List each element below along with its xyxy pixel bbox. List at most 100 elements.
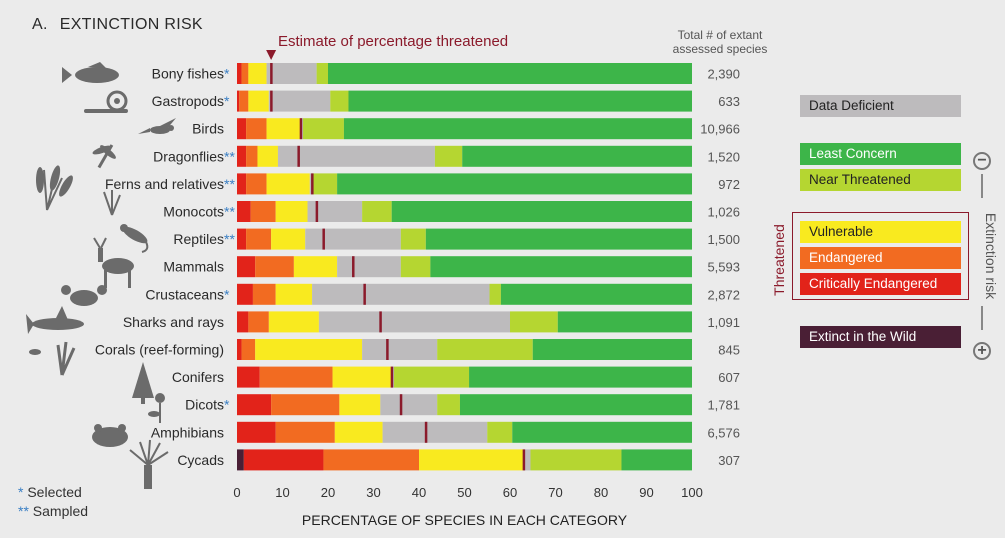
estimate-marker: [522, 449, 526, 471]
endangered-segment: [271, 394, 340, 416]
endangered-segment: [323, 449, 419, 471]
least-concern-segment: [348, 90, 692, 112]
legend-data-deficient: Data Deficient: [800, 95, 961, 117]
vulnerable-segment: [293, 256, 338, 278]
category-star: **: [224, 231, 235, 247]
x-tick-label: 10: [275, 485, 289, 500]
footnote-sampled-label: Sampled: [32, 503, 89, 519]
total-species-value: 10,966: [700, 122, 740, 137]
data-deficient-segment: [337, 256, 401, 278]
x-tick-label: 0: [233, 485, 240, 500]
footnote-selected-star: *: [18, 484, 24, 500]
panel-title: A. EXTINCTION RISK: [32, 16, 203, 34]
category-label: Amphibians: [151, 424, 224, 440]
near-threatened-segment: [510, 311, 558, 333]
category-label: Monocots: [163, 204, 224, 220]
endangered-segment: [252, 283, 276, 305]
category-star: **: [224, 148, 235, 164]
vulnerable-segment: [271, 228, 306, 250]
category-label: Gastropods: [152, 93, 224, 109]
vulnerable-segment: [275, 201, 308, 222]
least-concern-segment: [621, 449, 692, 471]
bird-icon: [138, 118, 176, 134]
data-deficient-segment: [309, 173, 313, 195]
threatened-label: Threatened: [771, 224, 787, 296]
arrow-up-line: [981, 174, 983, 198]
crab-icon: [61, 285, 107, 306]
footnote-sampled: ** Sampled: [18, 503, 88, 519]
category-label: Dicots: [185, 397, 224, 413]
vulnerable-segment: [339, 394, 381, 416]
vulnerable-segment: [255, 339, 363, 360]
extinction-risk-label: Extinction risk: [983, 212, 999, 300]
estimate-marker: [270, 63, 273, 84]
category-label: Reptiles: [173, 231, 224, 247]
near-threatened-segment: [487, 421, 513, 443]
estimate-marker: [311, 173, 314, 195]
estimate-marker: [424, 421, 428, 443]
least-concern-segment: [328, 63, 692, 84]
near-threatened-segment: [400, 256, 431, 278]
x-axis-label: PERCENTAGE OF SPECIES IN EACH CATEGORY: [302, 512, 628, 528]
endangered-segment: [246, 228, 272, 250]
conifer-icon: [132, 362, 154, 404]
arrow-down-line: [981, 306, 983, 330]
footnote-selected-label: Selected: [27, 484, 82, 500]
data-deficient-segment: [266, 63, 317, 84]
vulnerable-segment: [334, 421, 383, 443]
panel-title-text: EXTINCTION RISK: [59, 16, 203, 33]
near-threatened-segment: [400, 228, 426, 250]
total-species-value: 6,576: [707, 425, 740, 440]
total-species-value: 5,593: [707, 260, 740, 275]
endangered-segment: [239, 90, 249, 112]
critically-endangered-segment: [237, 283, 253, 305]
x-tick-label: 70: [548, 485, 562, 500]
total-species-value: 607: [718, 370, 740, 385]
estimate-marker: [352, 256, 355, 278]
legend-critically-endangered: Critically Endangered: [800, 273, 961, 295]
fish-icon: [62, 62, 119, 83]
category-label: Conifers: [172, 369, 224, 385]
x-tick-label: 90: [639, 485, 653, 500]
data-deficient-segment: [307, 201, 363, 222]
estimate-marker: [299, 118, 303, 140]
category-star: **: [224, 176, 235, 192]
data-deficient-segment: [380, 394, 438, 416]
total-species-value: 1,520: [707, 149, 740, 164]
estimate-marker: [270, 90, 273, 112]
data-deficient-segment: [362, 339, 438, 360]
least-concern-segment: [532, 339, 692, 360]
critically-endangered-segment: [237, 339, 242, 360]
category-star: *: [224, 93, 230, 109]
vulnerable-segment: [275, 283, 313, 305]
legend-extinct-in-wild: Extinct in the Wild: [800, 326, 961, 348]
total-species-value: 1,026: [707, 205, 740, 220]
least-concern-segment: [425, 228, 692, 250]
category-label: Crustaceans: [145, 286, 224, 302]
total-species-value: 633: [718, 94, 740, 109]
critically-endangered-segment: [237, 201, 251, 222]
critically-endangered-segment: [237, 118, 247, 140]
least-concern-segment: [459, 394, 692, 416]
legend-endangered: Endangered: [800, 247, 961, 269]
total-species-value: 845: [718, 343, 740, 358]
critically-endangered-segment: [237, 311, 249, 333]
cycad-icon: [129, 439, 169, 489]
data-deficient-segment: [277, 145, 435, 167]
data-deficient-segment: [312, 283, 490, 305]
vulnerable-segment: [248, 63, 267, 84]
total-species-value: 1,091: [707, 315, 740, 330]
least-concern-segment: [462, 145, 692, 167]
near-threatened-segment: [530, 449, 622, 471]
endangered-segment: [246, 118, 267, 140]
least-concern-segment: [500, 283, 692, 305]
data-deficient-segment: [382, 421, 488, 443]
category-label: Bony fishes: [152, 66, 224, 82]
endangered-segment: [255, 256, 294, 278]
x-tick-label: 80: [594, 485, 608, 500]
total-species-value: 1,781: [707, 398, 740, 413]
vulnerable-segment: [268, 311, 319, 333]
critically-endangered-segment: [243, 449, 324, 471]
critically-endangered-segment: [237, 63, 242, 84]
